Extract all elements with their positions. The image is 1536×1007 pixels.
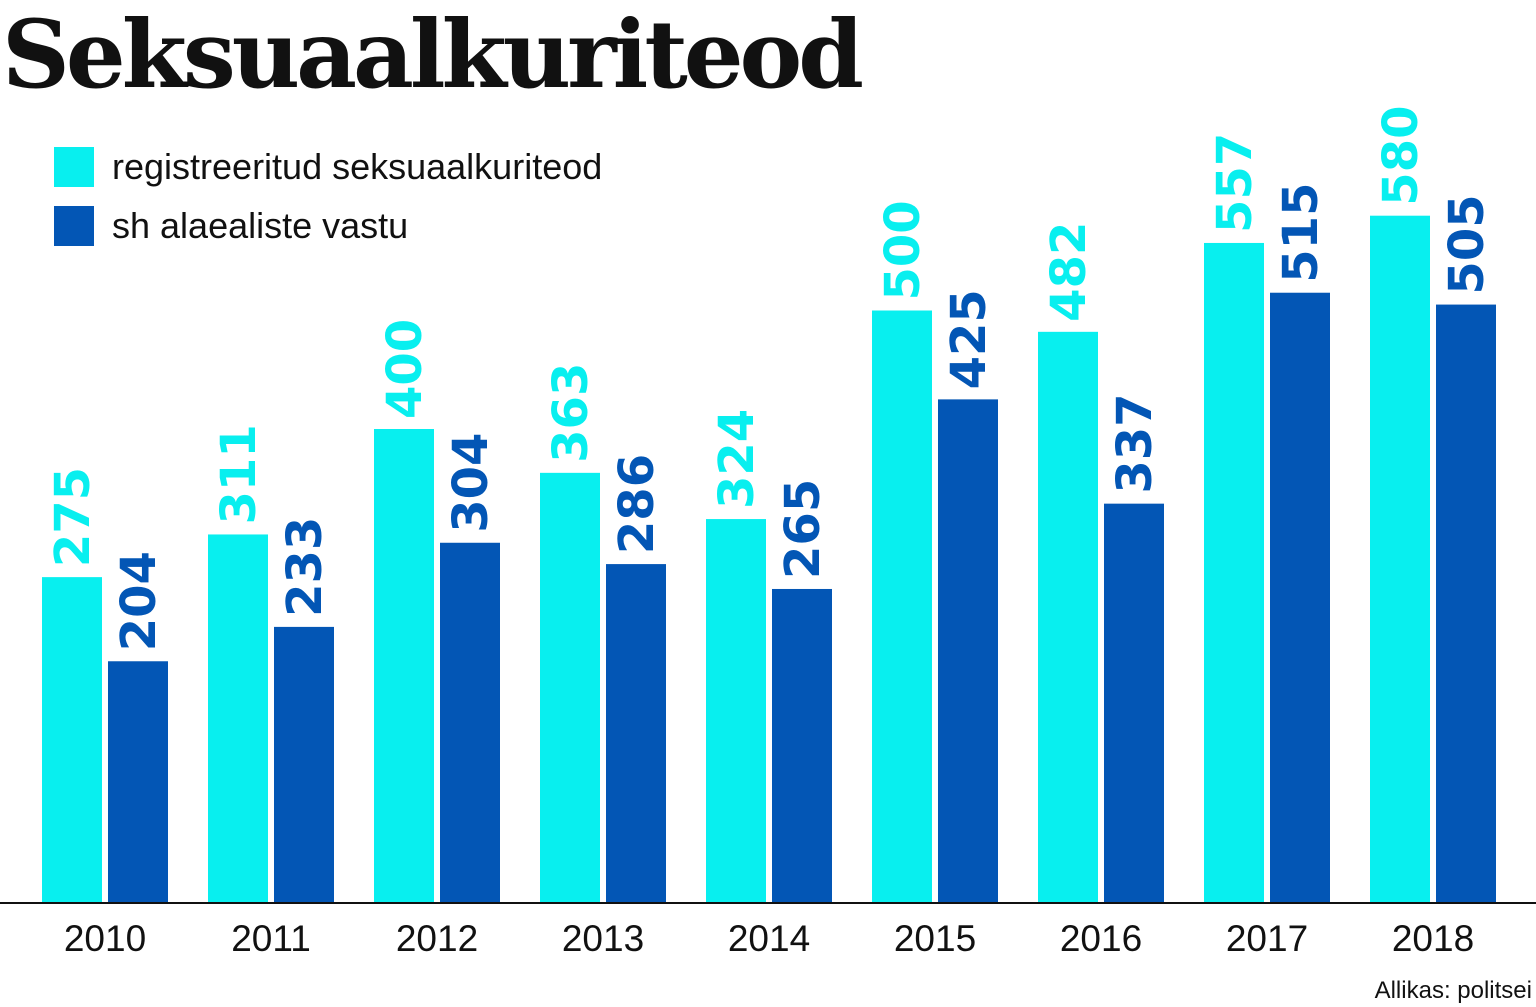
bar-2013-series-2 — [606, 564, 666, 903]
bar-2015-series-1 — [872, 310, 932, 903]
data-label-2010-series-2: 204 — [111, 551, 167, 651]
x-tick-label-2010: 2010 — [64, 918, 146, 959]
data-label-2016-series-2: 337 — [1107, 393, 1163, 493]
legend-swatch-1 — [54, 147, 94, 187]
x-tick-label-2018: 2018 — [1392, 918, 1474, 959]
bar-2015-series-2 — [938, 399, 998, 903]
data-label-2011-series-1: 311 — [211, 424, 267, 524]
legend-label-2: sh alaealiste vastu — [112, 205, 408, 246]
x-tick-label-2013: 2013 — [562, 918, 644, 959]
data-label-2018-series-2: 505 — [1439, 194, 1495, 294]
bar-series — [42, 215, 1496, 904]
bar-2014-series-1 — [706, 519, 766, 903]
data-label-2013-series-2: 286 — [609, 454, 665, 554]
bar-2018-series-2 — [1436, 304, 1496, 903]
bar-2014-series-2 — [772, 588, 832, 903]
data-label-2012-series-2: 304 — [443, 433, 499, 533]
x-tick-label-2011: 2011 — [231, 918, 311, 959]
x-tick-label-2014: 2014 — [728, 918, 810, 959]
data-label-2017-series-1: 557 — [1207, 133, 1263, 233]
source-note: Allikas: politsei — [1375, 977, 1532, 1004]
data-label-2010-series-1: 275 — [45, 467, 101, 567]
x-axis-tick-labels: 2010 2011 2012 2013 2014 2015 2016 2017 2018 — [64, 918, 1474, 959]
bar-2016-series-1 — [1038, 331, 1098, 904]
bar-2012-series-2 — [440, 542, 500, 903]
bar-2012-series-1 — [374, 429, 434, 903]
x-tick-label-2015: 2015 — [894, 918, 976, 959]
legend-label-1: registreeritud seksuaalkuriteod — [112, 146, 602, 187]
data-label-2016-series-1: 482 — [1041, 222, 1097, 322]
data-label-2014-series-1: 324 — [709, 409, 765, 509]
data-label-2014-series-2: 265 — [775, 479, 831, 579]
data-label-2011-series-2: 233 — [277, 517, 333, 617]
bar-2017-series-2 — [1270, 292, 1330, 904]
data-label-2015-series-1: 500 — [875, 200, 931, 300]
bar-2010-series-2 — [108, 661, 168, 903]
bar-2016-series-2 — [1104, 503, 1164, 903]
x-tick-label-2016: 2016 — [1060, 918, 1142, 959]
data-label-2013-series-1: 363 — [543, 363, 599, 463]
data-label-2015-series-2: 425 — [941, 289, 997, 389]
chart-title: Seksuaalkuriteod — [2, 0, 864, 110]
legend: registreeritud seksuaalkuriteod sh alaeal… — [54, 146, 602, 246]
bar-2017-series-1 — [1204, 242, 1264, 903]
bar-2010-series-1 — [42, 577, 102, 903]
legend-swatch-2 — [54, 206, 94, 246]
x-tick-label-2012: 2012 — [396, 918, 478, 959]
bar-2013-series-1 — [540, 472, 600, 903]
data-label-2018-series-1: 580 — [1373, 105, 1429, 205]
bar-2011-series-2 — [274, 626, 334, 903]
bar-2018-series-1 — [1370, 215, 1430, 903]
data-label-2017-series-2: 515 — [1273, 183, 1329, 283]
data-label-2012-series-1: 400 — [377, 319, 433, 419]
bar-2011-series-1 — [208, 534, 268, 903]
x-tick-label-2017: 2017 — [1226, 918, 1308, 959]
